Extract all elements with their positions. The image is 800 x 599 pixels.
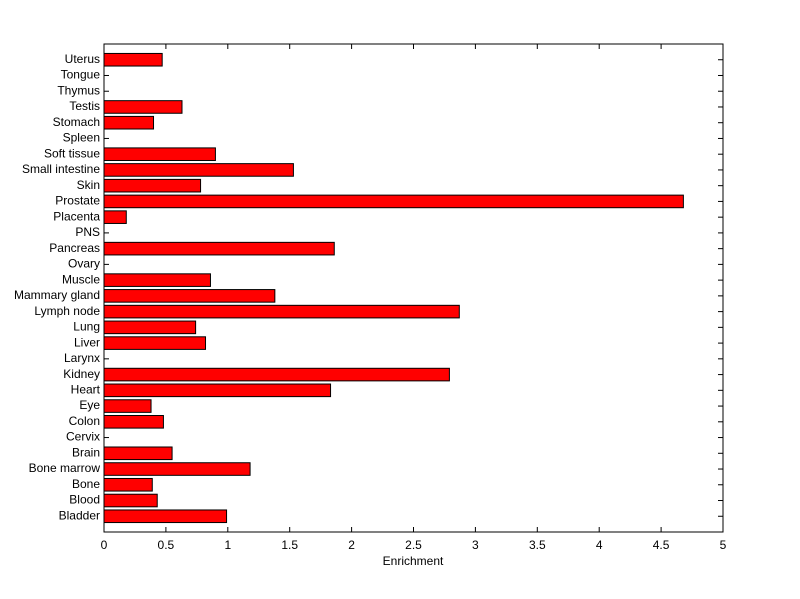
bar	[103, 399, 152, 413]
bar	[103, 163, 294, 177]
y-tick-label: Heart	[71, 382, 101, 396]
y-tick-label: Colon	[69, 414, 100, 428]
bar	[103, 52, 163, 67]
y-tick-label: Ovary	[68, 257, 100, 271]
y-tick-label: Cervix	[66, 430, 100, 444]
bar	[103, 289, 276, 303]
bar	[103, 194, 684, 209]
y-tick-label: Larynx	[64, 351, 100, 365]
y-tick-label: Pancreas	[49, 241, 100, 255]
plot-frame	[103, 43, 724, 533]
x-tick-label: 1	[224, 538, 231, 552]
y-tick-label: Brain	[72, 445, 100, 459]
y-tick-label: Bone marrow	[29, 461, 101, 475]
x-tick-label: 1.5	[281, 538, 298, 552]
y-tick-label: Muscle	[62, 272, 100, 286]
y-tick-label: Eye	[79, 398, 100, 412]
bar	[103, 210, 127, 224]
bar	[103, 100, 183, 114]
y-tick-label: Small intestine	[22, 162, 100, 176]
bar	[103, 147, 216, 161]
y-tick-label: Liver	[74, 335, 100, 349]
y-tick-label: Placenta	[53, 209, 100, 223]
bar	[103, 477, 153, 492]
x-tick-label: 0.5	[158, 538, 175, 552]
y-tick-label: Uterus	[65, 52, 100, 66]
bar	[103, 383, 332, 398]
y-tick-label: Tongue	[61, 68, 101, 82]
x-tick-label: 3	[472, 538, 479, 552]
bar	[103, 273, 211, 287]
y-tick-label: Blood	[69, 493, 100, 507]
bar	[103, 304, 460, 319]
y-tick-label: Testis	[69, 99, 100, 113]
y-tick-label: Kidney	[63, 367, 100, 381]
y-tick-label: Spleen	[63, 131, 100, 145]
y-tick-label: Thymus	[57, 83, 100, 97]
bar	[103, 115, 155, 130]
bar	[103, 336, 207, 350]
bar	[103, 241, 335, 256]
x-axis-label: Enrichment	[383, 554, 444, 568]
x-tick-label: 4	[596, 538, 603, 552]
y-tick-label: Skin	[77, 178, 100, 192]
bar	[103, 367, 450, 382]
y-tick-label: Bone	[72, 477, 100, 491]
x-tick-label: 2	[348, 538, 355, 552]
y-tick-label: Soft tissue	[44, 146, 100, 160]
y-tick-label: Mammary gland	[14, 288, 100, 302]
bar	[103, 462, 251, 476]
bar	[103, 415, 164, 429]
x-tick-label: 5	[720, 538, 727, 552]
bar	[103, 178, 202, 193]
y-tick-label: Bladder	[59, 508, 100, 522]
x-tick-label: 0	[101, 538, 108, 552]
y-tick-label: PNS	[75, 225, 100, 239]
x-tick-label: 2.5	[405, 538, 422, 552]
bar	[103, 493, 158, 508]
x-tick-label: 3.5	[529, 538, 546, 552]
y-tick-label: Lymph node	[34, 304, 100, 318]
y-tick-label: Lung	[73, 320, 100, 334]
bar	[103, 446, 173, 461]
x-tick-label: 4.5	[653, 538, 670, 552]
bar	[103, 509, 228, 524]
y-tick-label: Prostate	[55, 194, 100, 208]
y-tick-label: Stomach	[53, 115, 100, 129]
bar	[103, 320, 197, 335]
